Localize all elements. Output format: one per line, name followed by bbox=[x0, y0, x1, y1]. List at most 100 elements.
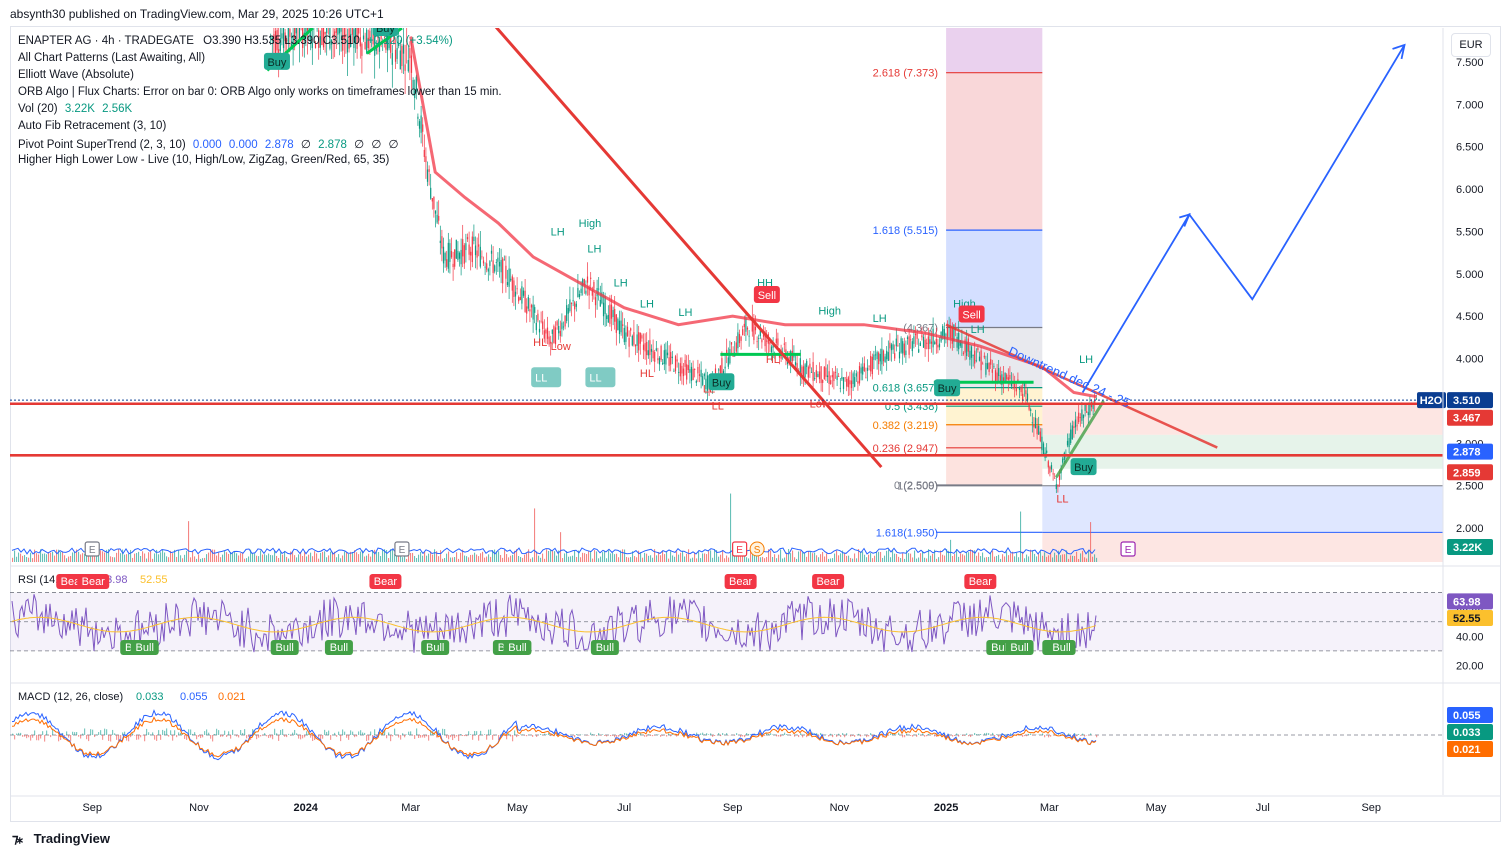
volume-bar bbox=[228, 553, 230, 562]
volume-bar bbox=[1044, 552, 1046, 562]
event-marker: E bbox=[84, 541, 100, 557]
legend-orb-algo[interactable]: ORB Algo | Flux Charts: Error on bar 0: … bbox=[18, 86, 502, 98]
candle-body bbox=[511, 276, 513, 291]
macd-histogram bbox=[650, 735, 652, 736]
bear-label: Bear bbox=[969, 576, 993, 588]
macd-tag bbox=[1447, 724, 1493, 740]
footer-brand[interactable]: ⁊⁎ TradingView bbox=[12, 831, 110, 847]
candle-body bbox=[385, 40, 387, 50]
event-marker-label: E bbox=[399, 545, 406, 556]
volume-bar bbox=[1064, 554, 1066, 562]
volume-bar bbox=[1026, 554, 1028, 562]
macd-histogram bbox=[806, 735, 808, 738]
candle-body bbox=[644, 343, 646, 352]
candle-body bbox=[980, 350, 982, 371]
volume-bar bbox=[1078, 558, 1080, 562]
candle-body bbox=[894, 353, 896, 359]
candle-body bbox=[726, 349, 728, 355]
legend-auto-fib[interactable]: Auto Fib Retracement (3, 10) bbox=[18, 120, 167, 132]
candle-body bbox=[662, 362, 664, 365]
candle-body bbox=[658, 357, 661, 365]
macd-histogram bbox=[118, 735, 120, 742]
macd-histogram bbox=[906, 733, 908, 735]
legend-hhll[interactable]: Higher High Lower Low - Live (10, High/L… bbox=[18, 154, 390, 166]
macd-histogram bbox=[246, 735, 248, 739]
macd-histogram bbox=[166, 728, 168, 735]
macd-histogram bbox=[800, 733, 802, 735]
volume-bar bbox=[616, 553, 618, 562]
candle-body bbox=[982, 363, 984, 365]
candle-body bbox=[1034, 417, 1037, 429]
candle-body bbox=[751, 317, 753, 332]
macd-histogram bbox=[720, 735, 722, 737]
y-tick-label: 4.000 bbox=[1456, 354, 1484, 366]
macd-histogram bbox=[462, 735, 464, 737]
macd-histogram bbox=[196, 735, 198, 740]
candle-body bbox=[1092, 402, 1094, 409]
macd-histogram bbox=[242, 732, 244, 735]
volume-bar bbox=[608, 550, 610, 562]
macd-histogram bbox=[268, 735, 270, 738]
volume-bar bbox=[146, 558, 148, 562]
candle-body bbox=[614, 308, 616, 322]
fib2-zone-a bbox=[1042, 403, 1443, 435]
candle-body bbox=[391, 53, 393, 65]
macd-histogram bbox=[76, 732, 78, 735]
candle-body bbox=[1028, 404, 1030, 410]
volume-bar bbox=[920, 553, 922, 562]
legend-pivot-value-2: 0.000 bbox=[228, 139, 258, 151]
legend-pivot-supertrend[interactable]: Pivot Point SuperTrend (2, 3, 10) 0.000 … bbox=[18, 137, 399, 151]
candle-body bbox=[489, 261, 491, 266]
macd-histogram bbox=[418, 735, 420, 738]
macd-histogram bbox=[34, 730, 36, 735]
candle-body bbox=[873, 354, 875, 360]
legend-chart-patterns[interactable]: All Chart Patterns (Last Awaiting, All) bbox=[18, 52, 206, 64]
candle-body bbox=[650, 348, 653, 352]
volume-bar bbox=[772, 556, 774, 562]
volume-bar bbox=[550, 549, 552, 562]
candle-body bbox=[714, 368, 717, 378]
candle-body bbox=[442, 246, 445, 264]
legend-symbol[interactable]: ENAPTER AG · 4h · TRADEGATE bbox=[18, 35, 194, 47]
candle-body bbox=[556, 321, 558, 326]
volume-bar bbox=[318, 558, 320, 562]
candle-body bbox=[938, 343, 941, 348]
swing-label: LL bbox=[1056, 494, 1068, 506]
candle-body bbox=[314, 42, 317, 49]
candle-body bbox=[1057, 484, 1059, 487]
price-tag-symbol-label: H2O bbox=[1420, 395, 1443, 407]
macd-histogram bbox=[134, 735, 136, 736]
candle-body bbox=[1015, 388, 1017, 392]
candle-body bbox=[388, 31, 390, 49]
volume-bar bbox=[246, 558, 248, 562]
volume-bar bbox=[596, 551, 598, 562]
candle-body bbox=[1020, 386, 1022, 393]
volume-bar bbox=[364, 556, 366, 562]
volume-bar bbox=[692, 557, 694, 562]
candle-body bbox=[809, 363, 811, 369]
volume-bar bbox=[1048, 555, 1050, 562]
currency-selector[interactable]: EUR bbox=[1451, 33, 1491, 57]
candle-body bbox=[324, 31, 326, 35]
volume-bar bbox=[1020, 511, 1022, 562]
signal-label: Buy bbox=[938, 383, 957, 395]
volume-bar bbox=[900, 558, 902, 562]
candle-body bbox=[766, 340, 768, 342]
volume-bar bbox=[1084, 557, 1086, 562]
volume-bar bbox=[462, 549, 464, 562]
volume-bar bbox=[500, 554, 502, 562]
macd-histogram bbox=[922, 733, 924, 735]
candle-body bbox=[546, 327, 549, 339]
legend-volume[interactable]: Vol (20) 3.22K 2.56K bbox=[18, 103, 132, 115]
legend-elliott-wave[interactable]: Elliott Wave (Absolute) bbox=[18, 69, 134, 81]
volume-bar bbox=[682, 551, 684, 562]
macd-histogram bbox=[72, 731, 74, 735]
trendline-up bbox=[1055, 400, 1105, 479]
macd-histogram bbox=[362, 732, 364, 735]
volume-bar bbox=[1062, 554, 1064, 562]
candle-body bbox=[879, 353, 881, 362]
volume-bar bbox=[466, 556, 468, 562]
volume-bar bbox=[394, 553, 396, 562]
volume-bar bbox=[504, 549, 506, 562]
